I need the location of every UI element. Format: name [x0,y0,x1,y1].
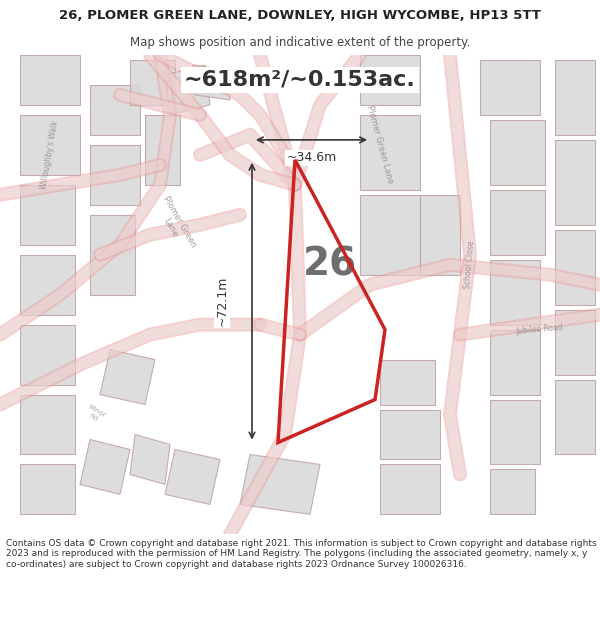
Text: Willoughby's Walk: Willoughby's Walk [40,120,61,190]
Text: Map shows position and indicative extent of the property.: Map shows position and indicative extent… [130,36,470,49]
Polygon shape [490,260,540,324]
Text: Plomer Green Lane: Plomer Green Lane [365,104,395,185]
Polygon shape [380,409,440,459]
Text: ~34.6m: ~34.6m [286,151,337,164]
Polygon shape [420,195,460,275]
Polygon shape [360,55,420,105]
Polygon shape [20,55,80,105]
Polygon shape [360,195,420,275]
Polygon shape [555,379,595,454]
Text: 26, PLOMER GREEN LANE, DOWNLEY, HIGH WYCOMBE, HP13 5TT: 26, PLOMER GREEN LANE, DOWNLEY, HIGH WYC… [59,9,541,22]
Text: ~72.1m: ~72.1m [215,276,229,326]
Text: 26: 26 [303,246,357,284]
Text: School Close: School Close [463,240,476,289]
Polygon shape [490,469,535,514]
Polygon shape [360,115,420,190]
Polygon shape [20,464,75,514]
Polygon shape [165,65,210,115]
Polygon shape [20,394,75,454]
Polygon shape [490,120,545,185]
Polygon shape [20,324,75,384]
Text: Minor
Rd: Minor Rd [83,404,107,425]
Polygon shape [193,65,230,100]
Polygon shape [130,434,170,484]
Polygon shape [490,190,545,255]
Polygon shape [165,449,220,504]
Polygon shape [240,454,320,514]
Polygon shape [490,329,540,394]
Polygon shape [480,60,540,115]
Polygon shape [20,255,75,314]
Polygon shape [490,399,540,464]
Polygon shape [20,115,80,175]
Text: Jubilee Road: Jubilee Road [516,323,564,336]
Polygon shape [380,359,435,404]
Polygon shape [90,85,140,135]
Polygon shape [145,115,180,185]
Text: Plomer Green
Lane: Plomer Green Lane [152,195,198,255]
Polygon shape [555,140,595,225]
Polygon shape [20,185,75,245]
Text: Contains OS data © Crown copyright and database right 2021. This information is : Contains OS data © Crown copyright and d… [6,539,596,569]
Polygon shape [90,215,135,294]
Polygon shape [90,145,140,205]
Text: ~618m²/~0.153ac.: ~618m²/~0.153ac. [184,70,416,90]
Polygon shape [100,349,155,404]
Polygon shape [555,230,595,304]
Polygon shape [130,60,175,105]
Polygon shape [555,309,595,374]
Polygon shape [380,464,440,514]
Polygon shape [80,439,130,494]
Polygon shape [555,60,595,135]
